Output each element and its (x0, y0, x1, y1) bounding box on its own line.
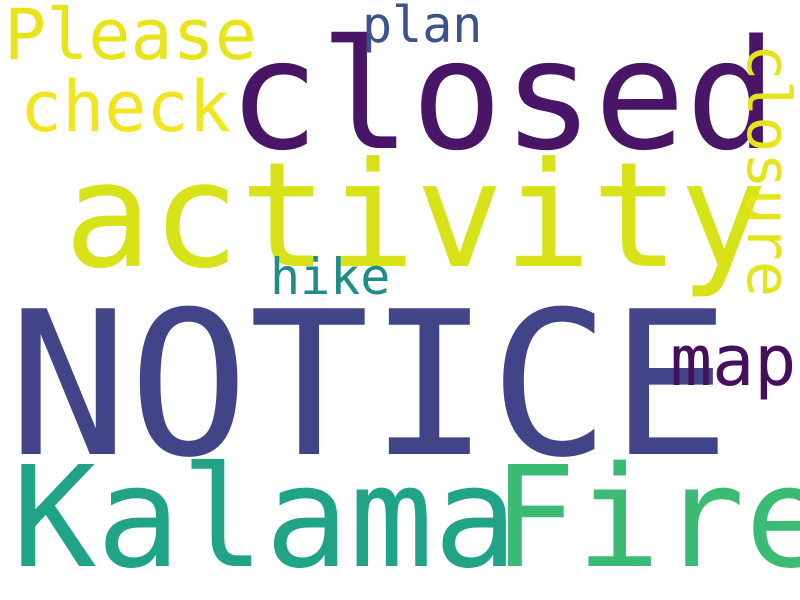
word-closed: closed (228, 7, 778, 184)
word-kalama: Kalama (12, 437, 518, 600)
word-map: map (670, 320, 797, 402)
word-plan: plan (362, 0, 483, 54)
word-check: check (20, 66, 231, 148)
word-fire: Fire (492, 437, 800, 600)
word-closure: closure (733, 44, 800, 297)
word-hike: hike (270, 248, 391, 306)
word-activity: activity (64, 131, 768, 301)
word-please: Please (4, 0, 257, 76)
word-notice: NOTICE (8, 269, 731, 502)
